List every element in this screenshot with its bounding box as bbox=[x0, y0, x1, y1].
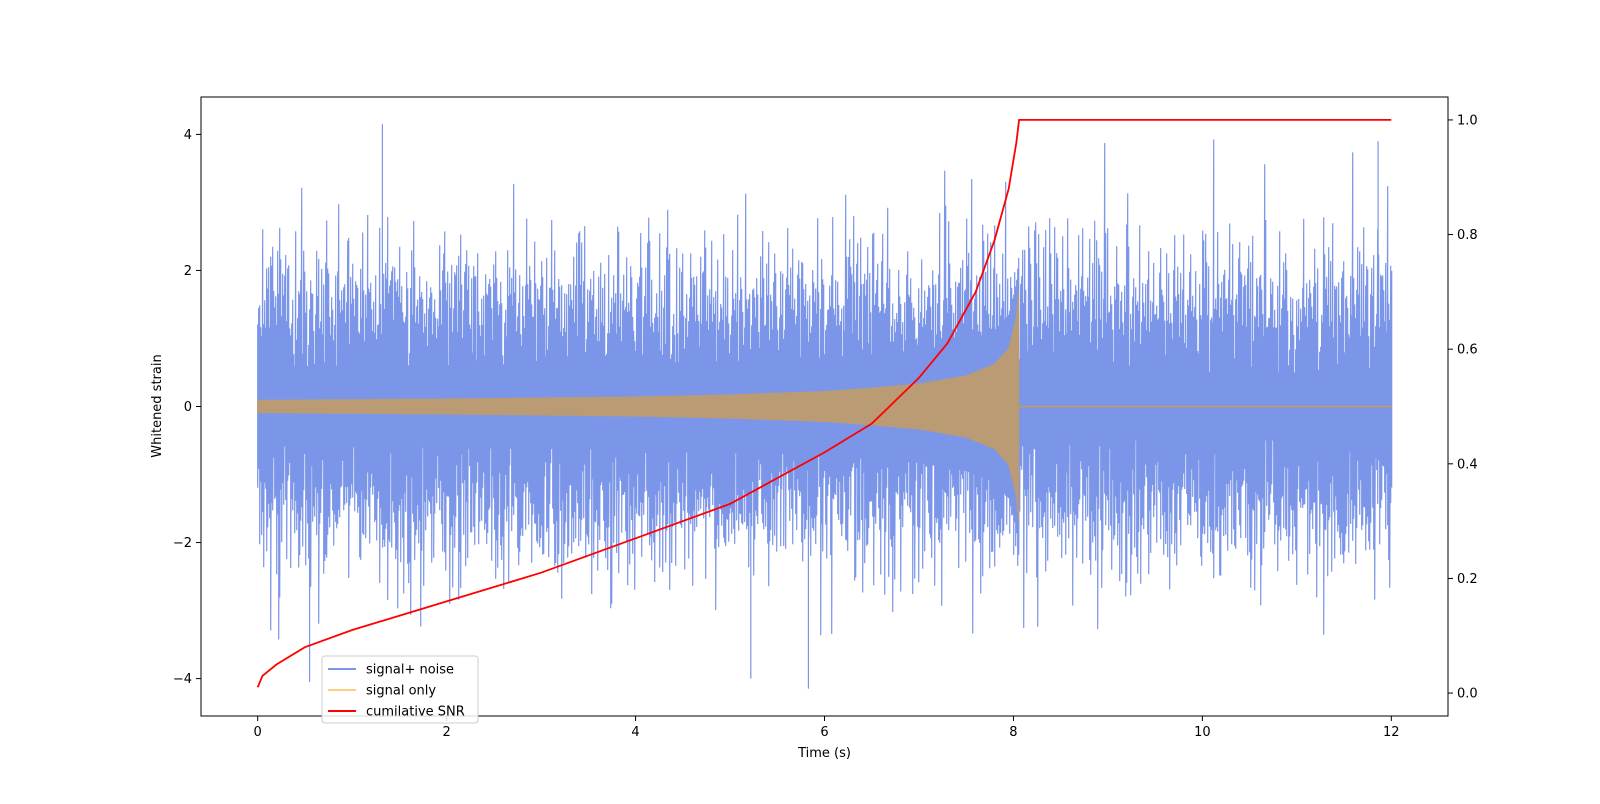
legend-label-cumulative-snr: cumilative SNR bbox=[366, 705, 465, 720]
series-cumulative-snr bbox=[256, 119, 1392, 688]
y-tick-label: −2 bbox=[173, 536, 192, 551]
legend-label-signal-noise: signal+ noise bbox=[366, 663, 454, 678]
series-signal-only bbox=[257, 292, 1020, 521]
y-axis-right: 0.0 0.2 0.4 0.6 0.8 1.0 bbox=[1448, 113, 1478, 702]
y2-tick-label: 0.0 bbox=[1457, 687, 1478, 702]
x-axis-label: Time (s) bbox=[797, 746, 851, 761]
y2-tick-label: 0.8 bbox=[1457, 228, 1478, 243]
plot-area bbox=[256, 119, 1393, 689]
x-tick-label: 0 bbox=[254, 725, 262, 740]
x-tick-label: 2 bbox=[442, 725, 450, 740]
y-tick-label: 0 bbox=[184, 400, 192, 415]
x-tick-label: 12 bbox=[1383, 725, 1400, 740]
y-tick-label: 2 bbox=[184, 264, 192, 279]
x-tick-label: 4 bbox=[631, 725, 639, 740]
y-axis-label: Whitened strain bbox=[150, 354, 165, 457]
legend-box bbox=[321, 655, 479, 724]
y-tick-label: −4 bbox=[173, 672, 192, 687]
x-tick-label: 10 bbox=[1194, 725, 1211, 740]
y2-tick-label: 0.4 bbox=[1457, 457, 1478, 472]
y2-tick-label: 1.0 bbox=[1457, 113, 1478, 128]
x-tick-label: 8 bbox=[1009, 725, 1017, 740]
y-axis-left: −4 −2 0 2 4 bbox=[173, 128, 201, 687]
legend: signal+ noise signal only cumilative SNR bbox=[321, 655, 479, 724]
y2-tick-label: 0.2 bbox=[1457, 572, 1478, 587]
y2-tick-label: 0.6 bbox=[1457, 343, 1478, 358]
legend-label-signal-only: signal only bbox=[366, 684, 436, 699]
y-tick-label: 4 bbox=[184, 128, 192, 143]
x-axis: 0 2 4 6 8 10 12 bbox=[254, 716, 1400, 740]
x-tick-label: 6 bbox=[820, 725, 828, 740]
